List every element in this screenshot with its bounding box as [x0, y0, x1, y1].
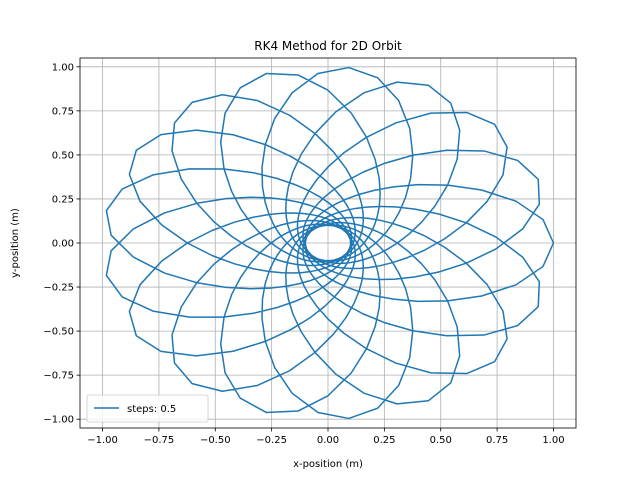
y-axis-ticks: −1.00 −0.75 −0.50 −0.25 0.00 0.25 0.50 0.75 1.00	[43, 62, 80, 426]
y-tick-label: −0.75	[43, 371, 74, 382]
x-axis-title: x-position (m)	[293, 459, 363, 470]
y-tick-label: −0.50	[43, 327, 74, 338]
y-tick-label: −0.25	[43, 283, 74, 294]
x-tick-label: 0.00	[317, 435, 339, 446]
chart-title: RK4 Method for 2D Orbit	[254, 39, 402, 53]
plot-area	[105, 66, 555, 420]
legend: steps: 0.5	[86, 394, 209, 423]
legend-box	[86, 394, 209, 423]
y-tick-label: 0.50	[52, 150, 74, 161]
x-tick-label: 0.75	[486, 435, 508, 446]
legend-label-orbit: steps: 0.5	[127, 404, 176, 415]
x-tick-label: −0.50	[200, 435, 231, 446]
y-tick-label: 1.00	[52, 62, 74, 73]
x-tick-label: −1.00	[87, 435, 118, 446]
x-tick-label: −0.75	[144, 435, 175, 446]
y-tick-label: 0.75	[52, 106, 74, 117]
y-tick-label: 0.25	[52, 194, 74, 205]
y-tick-label: −1.00	[43, 415, 74, 426]
x-tick-label: 0.50	[430, 435, 452, 446]
x-tick-label: −0.25	[256, 435, 287, 446]
x-tick-label: 0.25	[373, 435, 395, 446]
grid	[80, 58, 576, 428]
y-tick-label: 0.00	[52, 239, 74, 250]
x-tick-label: 1.00	[542, 435, 564, 446]
x-axis-ticks: −1.00 −0.75 −0.50 −0.25 0.00 0.25 0.50 0.75 1.00	[87, 428, 565, 446]
series-line-orbit	[105, 66, 555, 420]
y-axis-title: y-position (m)	[10, 208, 21, 278]
